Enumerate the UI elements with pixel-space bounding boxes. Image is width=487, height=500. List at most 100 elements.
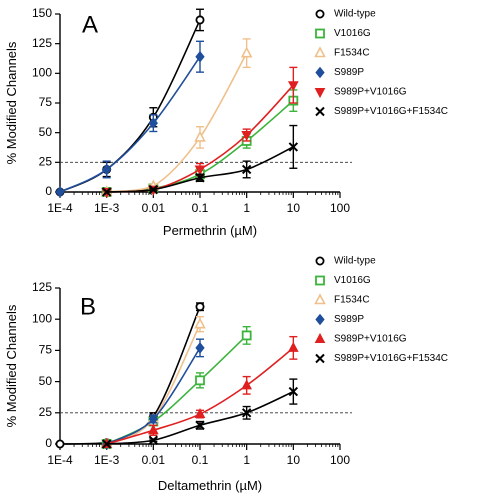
data-point [241,379,252,390]
legend-label: F1534C [334,295,370,306]
data-point [148,435,159,445]
x-tick-label: 0.01 [142,201,166,215]
series-s989p-v1016g-f1534c [101,124,299,197]
x-tick-label: 1E-4 [47,453,73,467]
x-axis-label: Permethrin (µM) [163,223,257,238]
data-point [241,131,252,142]
x-tick-label: 10 [287,201,301,215]
legend-marker [315,9,325,19]
y-tick-label: 125 [32,280,52,294]
data-point [195,302,205,312]
legend-marker [314,46,326,58]
legend-label: Wild-type [334,9,376,20]
x-tick-label: 1E-3 [94,453,120,467]
x-tick-label: 100 [330,201,350,215]
legend-marker [315,275,325,286]
data-point [101,187,112,197]
x-tick-label: 1 [243,453,250,467]
legend-marker [314,332,326,343]
data-point [241,408,252,418]
series-s989p [55,40,205,198]
y-tick-label: 50 [39,125,53,139]
legend-marker [315,256,325,266]
legend-label: S989P+V1016G+F1534C [334,353,448,364]
x-axis-label: Deltamethrin (µM) [158,478,262,493]
legend: Wild-type V1016G F1534C S989P S989P+V1016G S9… [314,256,448,364]
legend-marker [315,353,325,364]
data-point [148,184,159,195]
series-line [59,19,201,193]
series-s989p-v1016g-f1534c [101,378,299,449]
y-tick-label: 0 [45,184,52,198]
data-point [194,317,206,329]
legend-marker [314,88,326,99]
legend-label: S989P+V1016G [334,87,407,98]
legend-label: Wild-type [334,256,376,267]
data-point [288,142,299,152]
legend-label: F1534C [334,48,370,59]
panel-a: A 0 25 50 75 100 125 150 1E-4 1E-3 0.01 0.1 1 10 100 Pe… [4,6,448,238]
x-tick-label: 100 [330,453,350,467]
legend-label: S989P+V1016G+F1534C [334,106,448,117]
legend-label: S989P [334,67,364,78]
legend: Wild-type V1016G F1534C S989P S989P+V1016G S9… [314,9,448,117]
y-tick-label: 25 [39,155,53,169]
data-point [195,420,205,430]
legend-label: V1016G [334,275,371,286]
data-point [241,164,252,175]
series-line [106,52,248,193]
x-tick-label: 1E-4 [47,201,73,215]
y-tick-label: 100 [32,66,52,80]
x-tick-label: 1E-3 [94,201,120,215]
data-point [194,130,206,142]
data-point [102,163,112,176]
legend-label: S989P [334,314,364,325]
series-wild-type [55,8,205,197]
data-point [55,439,65,449]
y-tick-label: 75 [39,95,53,109]
data-point [195,375,205,386]
legend-marker [315,28,325,39]
data-point [288,81,299,92]
y-axis-label: % Modified Channels [4,304,19,427]
data-point [288,386,299,397]
data-point [194,165,206,176]
panel-b: B 0 25 50 75 100 125 1E-4 1E-3 0.01 0.1 1 10 100 Delta… [4,256,448,493]
series-f1534c [100,38,253,197]
legend-marker [315,66,325,79]
data-point [240,46,253,58]
series-line [59,306,201,445]
data-point [101,439,112,449]
x-tick-label: 1 [243,201,250,215]
data-point [195,50,205,63]
y-tick-label: 25 [39,405,53,419]
data-point [195,173,205,183]
legend-marker [315,313,325,326]
y-axis-label: % Modified Channels [4,41,19,164]
data-point [288,341,299,352]
data-point [148,424,159,435]
series-s989p-v1016g [101,335,299,448]
series-wild-type [55,302,205,449]
legend-label: S989P+V1016G [334,334,407,345]
data-point [241,330,252,341]
x-tick-label: 10 [287,453,301,467]
y-tick-label: 75 [39,343,53,357]
panel-label: B [80,293,96,320]
data-point [55,186,65,198]
x-tick-label: 0.1 [192,201,209,215]
data-point [194,407,206,419]
legend-marker [315,106,325,117]
y-tick-label: 100 [32,311,52,325]
data-point [148,413,158,425]
y-tick-label: 0 [45,436,52,450]
x-tick-label: 0.1 [192,453,209,467]
y-tick-label: 50 [39,374,53,388]
legend-marker [314,293,326,305]
data-point [195,15,205,25]
y-tick-label: 150 [32,6,52,20]
legend-label: V1016G [334,28,371,39]
series-line [59,56,201,193]
data-point [195,342,205,354]
